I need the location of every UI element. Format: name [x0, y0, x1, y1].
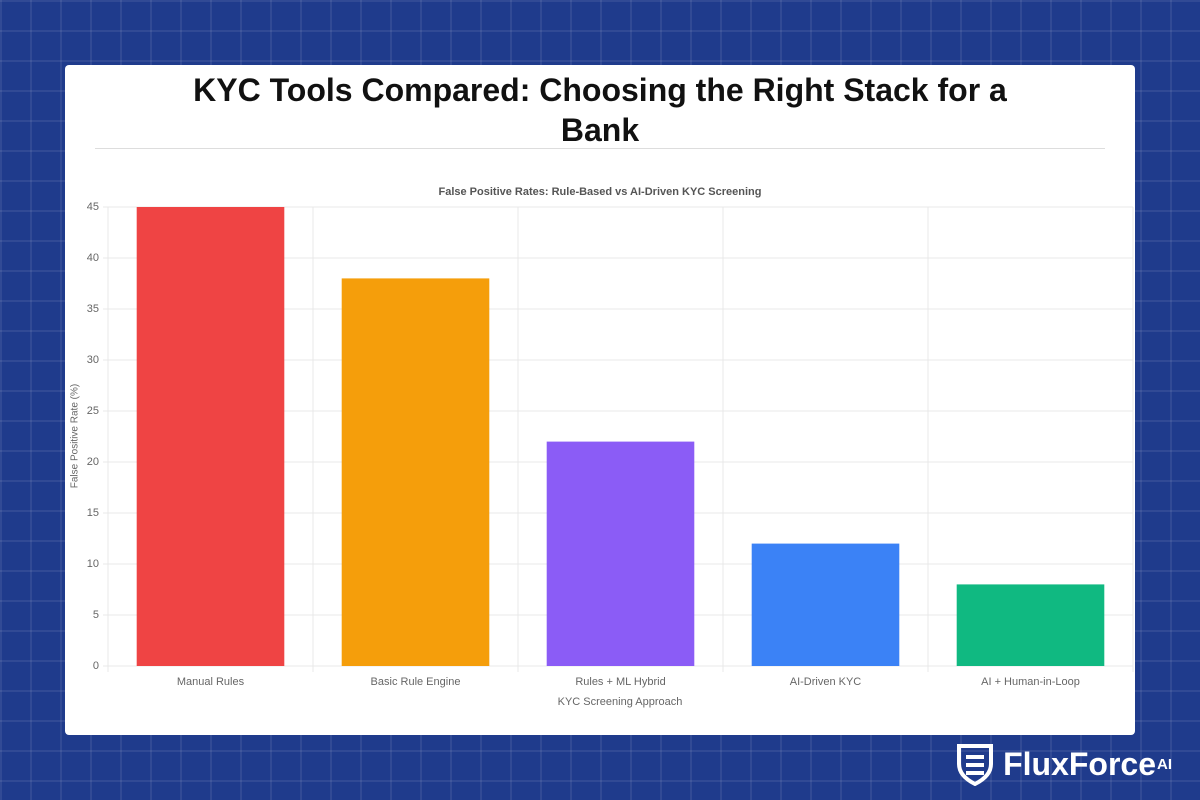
bar: [341, 278, 490, 666]
y-tick-label: 10: [87, 558, 99, 570]
bar: [956, 584, 1105, 666]
y-tick-label: 45: [87, 201, 99, 213]
brand-logo: FluxForce AI: [955, 742, 1172, 786]
x-tick-label: AI-Driven KYC: [790, 676, 862, 688]
brand-suffix: AI: [1157, 755, 1172, 773]
bar: [751, 543, 900, 666]
x-tick-label: Basic Rule Engine: [371, 676, 461, 688]
x-axis-title: KYC Screening Approach: [558, 696, 683, 708]
x-tick-label: AI + Human-in-Loop: [981, 676, 1080, 688]
page-title: KYC Tools Compared: Choosing the Right S…: [193, 72, 1007, 148]
y-tick-label: 35: [87, 303, 99, 315]
y-axis-title: False Positive Rate (%): [70, 384, 81, 488]
y-tick-label: 15: [87, 507, 99, 519]
y-tick-label: 40: [87, 252, 99, 264]
y-tick-label: 0: [93, 660, 99, 672]
bar: [546, 441, 695, 666]
y-tick-label: 20: [87, 456, 99, 468]
brand-icon: [957, 744, 994, 786]
divider: [95, 148, 1105, 149]
bar: [136, 207, 285, 666]
y-tick-label: 25: [87, 405, 99, 417]
x-tick-label: Manual Rules: [177, 676, 245, 688]
x-tick-label: Rules + ML Hybrid: [575, 676, 665, 688]
brand-name: FluxForce: [1003, 745, 1156, 782]
y-tick-label: 30: [87, 354, 99, 366]
y-tick-label: 5: [93, 609, 99, 621]
chart-title: False Positive Rates: Rule-Based vs AI-D…: [439, 186, 762, 198]
